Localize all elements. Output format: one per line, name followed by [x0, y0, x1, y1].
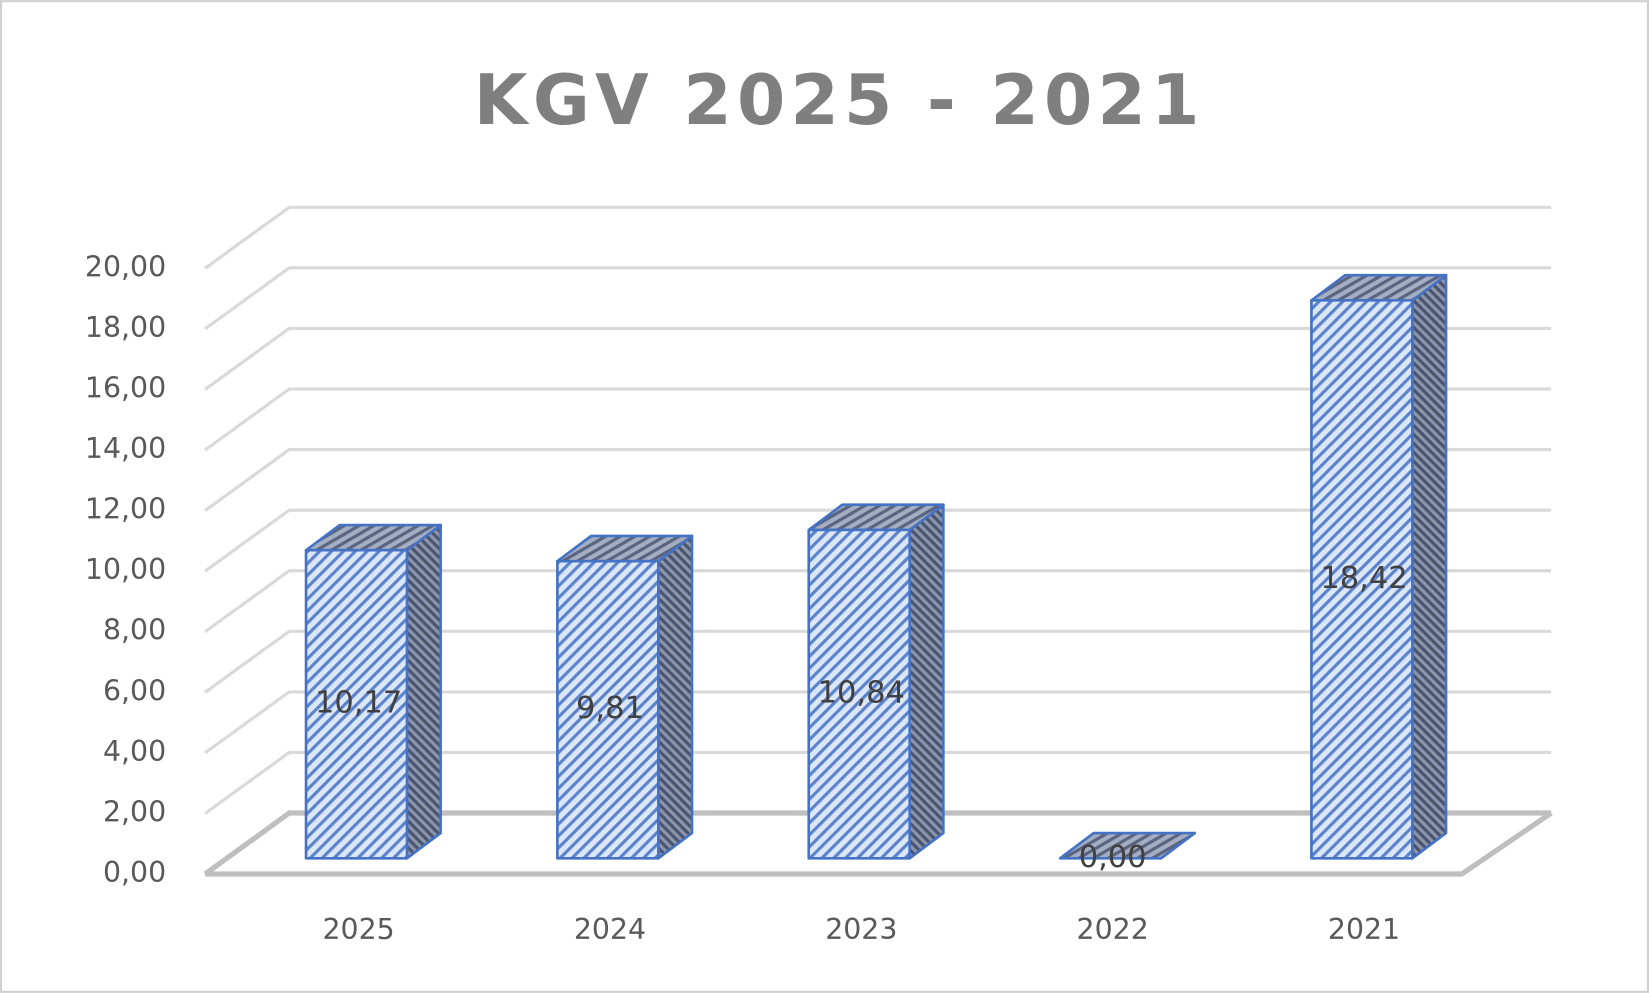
- grid-line: [204, 690, 1552, 755]
- bar-front: [1310, 299, 1414, 860]
- data-label: 18,42: [1320, 561, 1407, 596]
- bar: [304, 523, 442, 860]
- y-tick-label: 0,00: [103, 856, 166, 889]
- grid: [203, 205, 1553, 877]
- data-label: 0,00: [1079, 840, 1147, 875]
- x-tick-label: 2023: [825, 913, 897, 946]
- y-tick-label: 10,00: [85, 553, 166, 586]
- grid-line: [203, 810, 1552, 877]
- bar-side: [1411, 273, 1448, 860]
- grid-line: [204, 326, 1552, 391]
- chart-title: KGV 2025 - 2021: [474, 61, 1205, 141]
- bar-front: [304, 548, 409, 860]
- y-tick-label: 12,00: [85, 493, 166, 526]
- bar-top: [1058, 831, 1196, 860]
- bar-front: [807, 528, 911, 860]
- x-tick-label: 2024: [574, 913, 646, 946]
- y-tick-label: 8,00: [103, 614, 166, 647]
- y-tick-label: 14,00: [85, 432, 166, 465]
- grid-line: [204, 387, 1552, 452]
- bars: [304, 273, 1448, 860]
- bar-side: [908, 503, 945, 860]
- x-tick-label: 2025: [323, 913, 395, 946]
- bar-side: [657, 534, 694, 860]
- grid-line: [204, 569, 1552, 634]
- bar: [807, 503, 945, 860]
- x-tick-label: 2022: [1077, 913, 1149, 946]
- bar-side: [405, 523, 442, 860]
- grid-line: [204, 750, 1552, 815]
- bar-front: [556, 559, 660, 860]
- labels: 0,00 2,00 4,00 6,00 8,00 10,00 12,00 14,00 16,00…: [85, 250, 1408, 946]
- y-tick-label: 6,00: [103, 674, 166, 707]
- y-tick-label: 4,00: [103, 735, 166, 768]
- grid-line: [204, 508, 1552, 573]
- data-label: 10,17: [315, 686, 402, 721]
- grid-line: [204, 448, 1552, 512]
- data-label: 9,81: [576, 691, 644, 726]
- grid-line: [204, 205, 1552, 270]
- grid-line: [204, 266, 1552, 331]
- y-tick-label: 18,00: [85, 311, 166, 344]
- bar: [1058, 831, 1196, 860]
- floor-edge: [205, 810, 1553, 877]
- y-tick-label: 2,00: [103, 795, 166, 828]
- y-tick-label: 20,00: [85, 250, 166, 283]
- data-label: 10,84: [818, 676, 905, 711]
- x-tick-label: 2021: [1328, 913, 1400, 946]
- bar: [1310, 273, 1448, 860]
- grid-line: [204, 629, 1552, 694]
- y-tick-label: 16,00: [85, 371, 166, 404]
- bar: [556, 534, 694, 860]
